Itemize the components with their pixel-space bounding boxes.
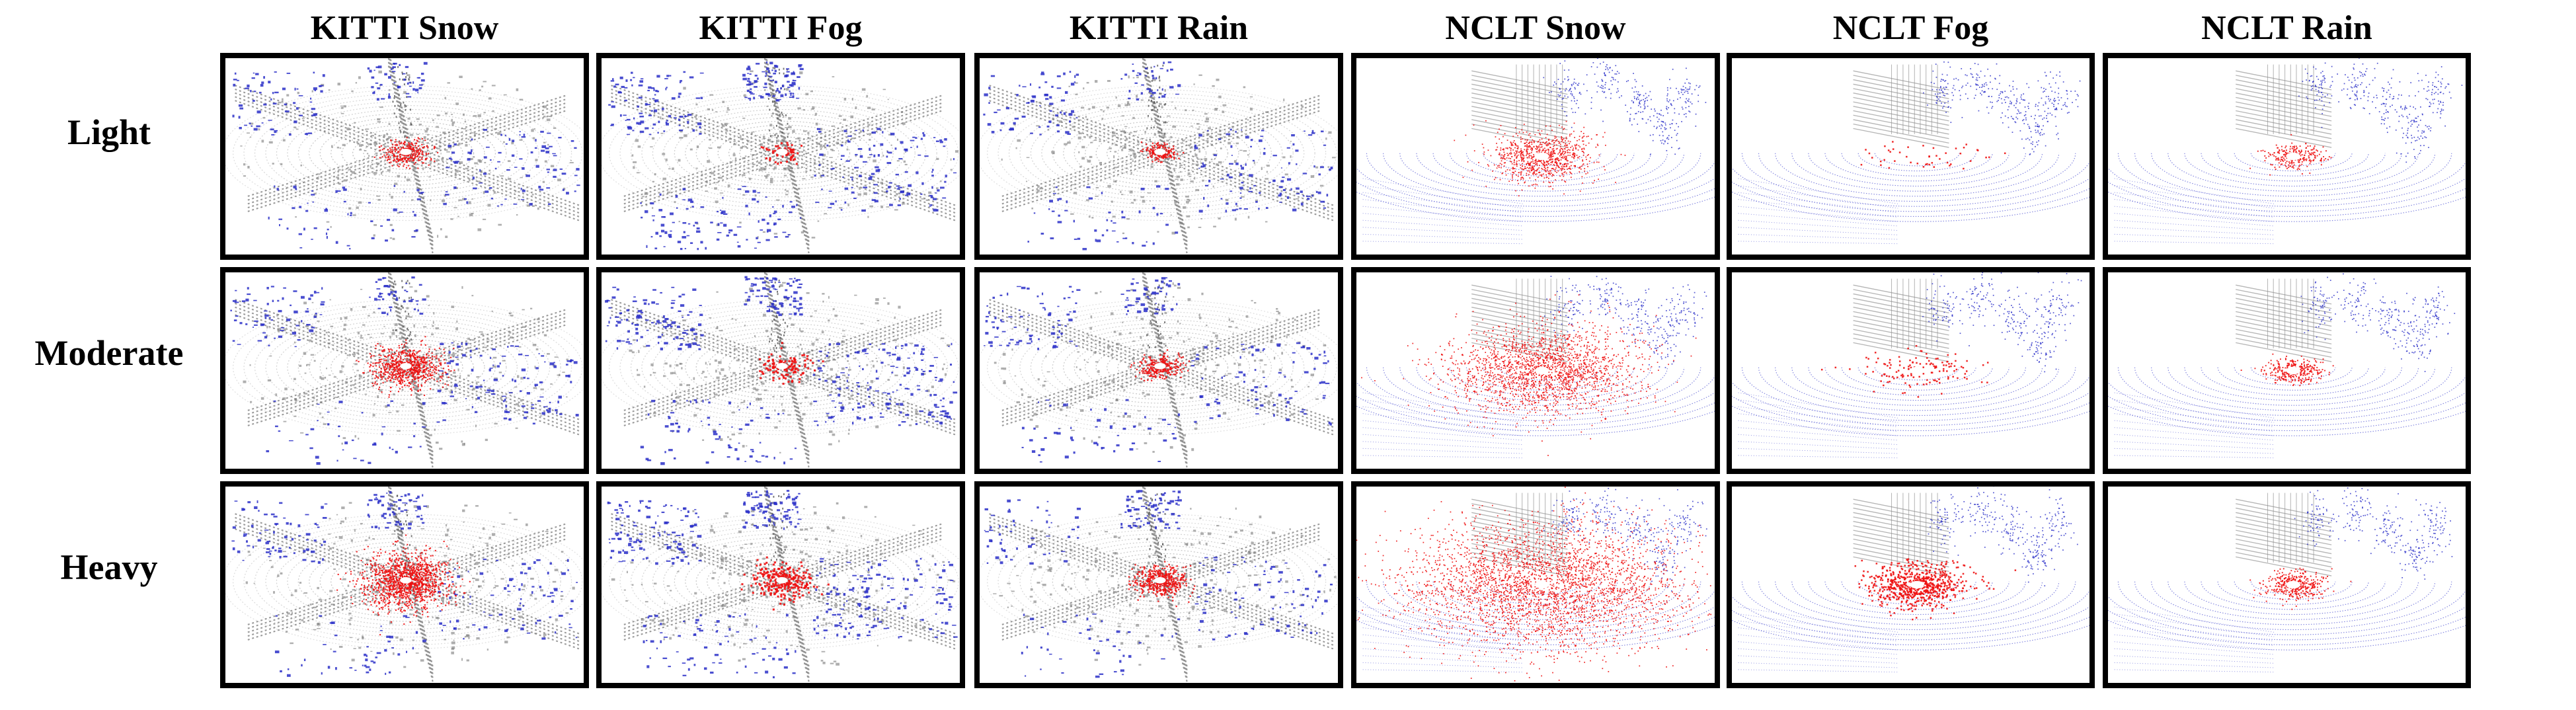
point-cloud-structure <box>1471 65 1567 148</box>
point-cloud-render <box>980 58 1338 255</box>
point-cloud-structure <box>1854 65 1949 148</box>
point-cloud-noise-red <box>1454 120 1625 196</box>
panel-nclt-fog-heavy <box>1727 481 2095 688</box>
point-cloud-render <box>1356 58 1715 255</box>
point-cloud-structure <box>1471 493 1567 576</box>
point-cloud-scan-blue <box>1356 272 1715 458</box>
point-cloud-structure <box>1854 279 1949 362</box>
point-cloud-render <box>602 58 960 255</box>
point-cloud-render <box>225 58 584 255</box>
point-cloud-render <box>1732 58 2089 255</box>
point-cloud-scan-blue <box>1732 487 2089 672</box>
panel-nclt-rain-light <box>2103 53 2471 260</box>
panel-kitti-snow-light <box>220 53 589 260</box>
panel-nclt-rain-heavy <box>2103 481 2471 688</box>
point-cloud-render <box>2108 58 2466 255</box>
point-cloud-structure <box>1471 279 1567 362</box>
panel-kitti-rain-moderate <box>974 267 1343 474</box>
row-label-moderate: Moderate <box>0 327 218 379</box>
point-cloud-scan-blue <box>1732 61 2089 244</box>
panel-kitti-rain-heavy <box>974 481 1343 688</box>
column-header-nclt-fog: NCLT Fog <box>1726 5 2096 52</box>
panel-kitti-fog-moderate <box>596 267 965 474</box>
point-cloud-structure <box>980 272 1338 469</box>
point-cloud-render <box>1732 487 2089 683</box>
point-cloud-render <box>2108 272 2466 469</box>
panel-kitti-fog-heavy <box>596 481 965 688</box>
point-cloud-scan-blue <box>2108 58 2466 244</box>
panel-nclt-fog-moderate <box>1727 267 2095 474</box>
panel-kitti-snow-heavy <box>220 481 589 688</box>
point-cloud-render <box>1732 272 2089 469</box>
point-cloud-noise-red <box>1861 141 2006 169</box>
panel-nclt-snow-heavy <box>1351 481 1720 688</box>
point-cloud-render <box>1356 272 1715 469</box>
panel-nclt-fog-light <box>1727 53 2095 260</box>
point-cloud-render <box>602 272 960 469</box>
column-header-kitti-snow: KITTI Snow <box>219 5 590 52</box>
point-cloud-structure <box>980 487 1338 683</box>
point-cloud-render <box>1356 487 1715 683</box>
panel-kitti-rain-light <box>974 53 1343 260</box>
panel-nclt-rain-moderate <box>2103 267 2471 474</box>
panel-nclt-snow-light <box>1351 53 1720 260</box>
column-header-nclt-snow: NCLT Snow <box>1350 5 1721 52</box>
row-label-light: Light <box>0 106 218 159</box>
point-cloud-render <box>980 487 1338 683</box>
point-cloud-render <box>980 272 1338 469</box>
point-cloud-render <box>225 272 584 469</box>
point-cloud-noise-red <box>2249 568 2351 610</box>
column-header-kitti-rain: KITTI Rain <box>974 5 1344 52</box>
point-cloud-render <box>225 487 584 683</box>
point-cloud-scan-blue <box>1356 58 1715 244</box>
point-cloud-noise-red <box>1855 558 2017 620</box>
point-cloud-structure <box>2236 279 2331 362</box>
column-header-kitti-fog: KITTI Fog <box>596 5 966 52</box>
point-cloud-noise-red <box>2241 354 2334 386</box>
point-cloud-render <box>2108 487 2466 683</box>
column-header-nclt-rain: NCLT Rain <box>2102 5 2472 52</box>
row-label-heavy: Heavy <box>0 541 218 594</box>
point-cloud-structure <box>602 272 960 469</box>
point-cloud-structure <box>2236 493 2331 576</box>
point-cloud-structure <box>1854 493 1949 576</box>
panel-kitti-fog-light <box>596 53 965 260</box>
panel-kitti-snow-moderate <box>220 267 589 474</box>
panel-nclt-snow-moderate <box>1351 267 1720 474</box>
point-cloud-scan-blue <box>2108 487 2466 672</box>
point-cloud-render <box>602 487 960 683</box>
